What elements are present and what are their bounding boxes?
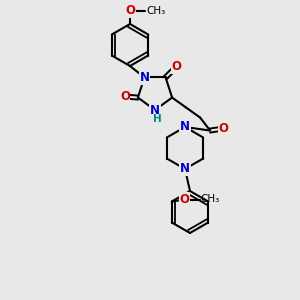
Text: O: O <box>218 122 228 135</box>
Text: O: O <box>172 60 182 73</box>
Text: CH₃: CH₃ <box>201 194 220 205</box>
Text: O: O <box>120 90 130 103</box>
Text: O: O <box>180 193 190 206</box>
Text: N: N <box>140 71 149 84</box>
Text: CH₃: CH₃ <box>146 6 165 16</box>
Text: N: N <box>180 121 190 134</box>
Text: H: H <box>153 114 161 124</box>
Text: O: O <box>125 4 135 17</box>
Text: N: N <box>150 103 160 116</box>
Text: N: N <box>180 163 190 176</box>
